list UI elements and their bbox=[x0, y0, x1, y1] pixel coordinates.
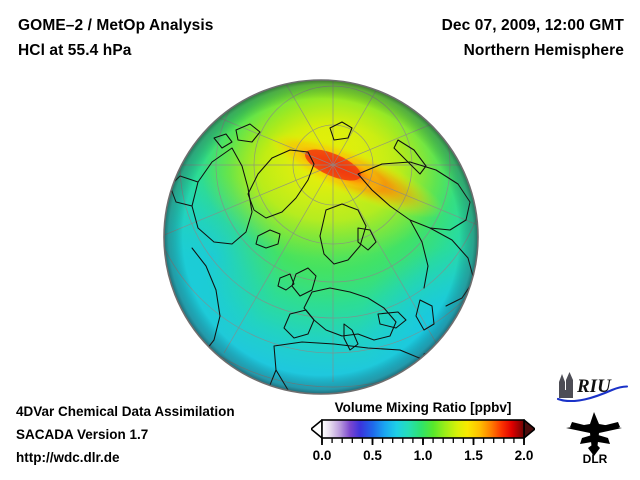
colorbar-extend-high bbox=[523, 419, 535, 439]
analysis-title: GOME–2 / MetOp Analysis bbox=[18, 17, 214, 34]
riu-logo: RIU bbox=[556, 372, 630, 407]
species-level-label: HCl at 55.4 hPa bbox=[18, 42, 132, 59]
svg-text:2.0: 2.0 bbox=[515, 448, 534, 463]
svg-text:0.0: 0.0 bbox=[313, 448, 332, 463]
riu-towers-icon bbox=[559, 372, 573, 398]
dlr-logo: DLR bbox=[564, 412, 626, 469]
globe-svg bbox=[163, 79, 479, 395]
colorbar-tick-labels: 0.0 0.5 1.0 1.5 2.0 bbox=[313, 448, 534, 463]
header-right-block: Dec 07, 2009, 12:00 GMT Northern Hemisph… bbox=[442, 13, 624, 63]
header-left-block: GOME–2 / MetOp Analysis HCl at 55.4 hPa bbox=[18, 13, 214, 63]
colorbar-title: Volume Mixing Ratio [ppbv] bbox=[334, 400, 512, 415]
hemisphere-label: Northern Hemisphere bbox=[463, 42, 624, 59]
svg-text:1.0: 1.0 bbox=[414, 448, 433, 463]
riu-logo-svg: RIU bbox=[556, 372, 629, 403]
globe-outline bbox=[163, 79, 479, 395]
colorbar-ramp bbox=[322, 420, 524, 438]
dlr-logo-svg: DLR bbox=[566, 412, 622, 466]
globe-field-layers bbox=[164, 80, 478, 394]
riu-wordmark: RIU bbox=[576, 376, 612, 397]
colorbar-ticks bbox=[321, 438, 525, 445]
dlr-wordmark: DLR bbox=[583, 452, 608, 464]
datetime-label: Dec 07, 2009, 12:00 GMT bbox=[441, 17, 624, 34]
svg-text:0.5: 0.5 bbox=[363, 448, 382, 463]
dlr-bird-icon bbox=[566, 412, 622, 456]
version-label: SACADA Version 1.7 bbox=[16, 427, 149, 442]
globe-map bbox=[162, 78, 480, 396]
method-label: 4DVar Chemical Data Assimilation bbox=[16, 404, 235, 419]
footer-left-block: 4DVar Chemical Data Assimilation SACADA … bbox=[16, 400, 235, 469]
svg-text:1.5: 1.5 bbox=[464, 448, 483, 463]
website-url[interactable]: http://wdc.dlr.de bbox=[16, 450, 120, 465]
limb-shading bbox=[164, 80, 478, 394]
riu-swoosh-icon bbox=[556, 385, 629, 403]
colorbar-svg: 0.0 0.5 1.0 1.5 2.0 bbox=[311, 419, 535, 463]
colorbar-legend: Volume Mixing Ratio [ppbv] bbox=[311, 400, 535, 464]
colorbar-extend-low bbox=[311, 419, 323, 439]
